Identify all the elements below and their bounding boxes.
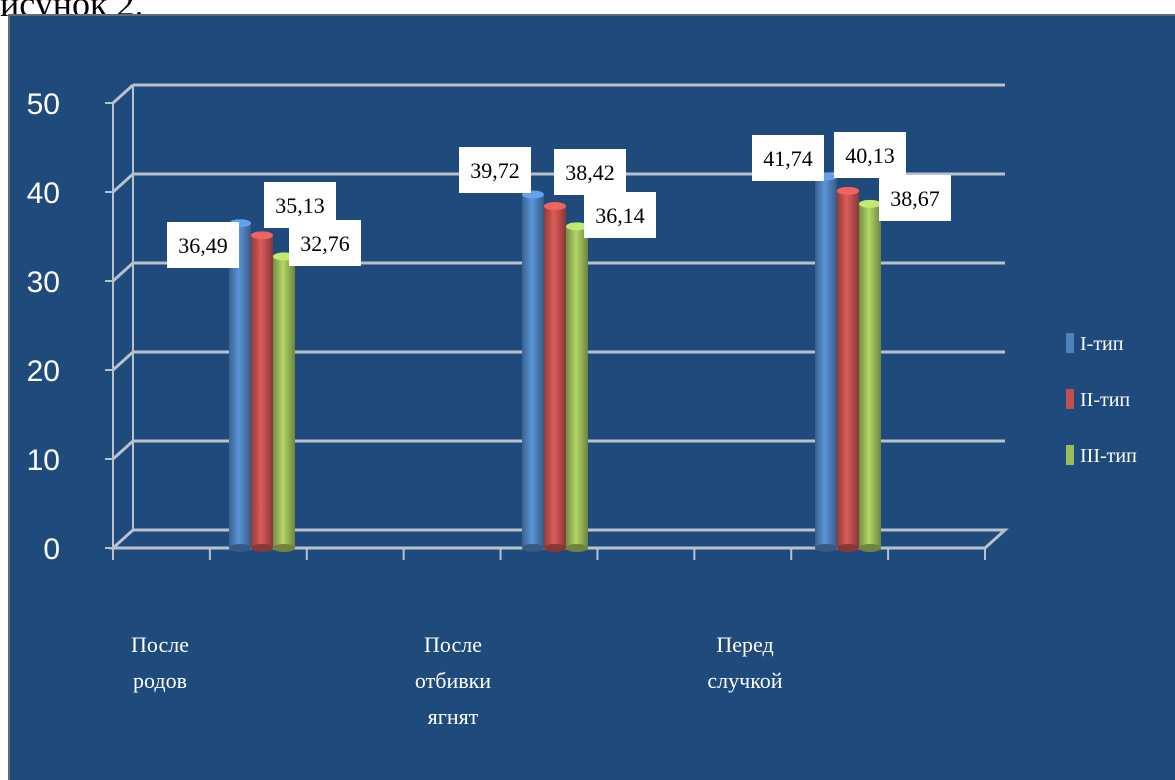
bar-base bbox=[544, 544, 566, 552]
y-tick-label: 0 bbox=[43, 533, 60, 566]
legend-label: I-тип bbox=[1080, 333, 1124, 355]
legend-swatch bbox=[1066, 333, 1074, 353]
legend-swatch bbox=[1066, 389, 1074, 409]
data-label-box bbox=[289, 220, 361, 266]
bar-base bbox=[522, 544, 544, 552]
y-tick-label: 30 bbox=[27, 266, 60, 299]
bar bbox=[273, 256, 295, 548]
bar bbox=[859, 203, 881, 548]
bars bbox=[229, 172, 881, 552]
bar-top bbox=[837, 186, 859, 195]
data-label: 35,13 bbox=[275, 193, 325, 218]
bar bbox=[229, 223, 251, 548]
x-axis bbox=[109, 528, 1009, 560]
bar-base bbox=[273, 544, 295, 552]
y-tick-label: 20 bbox=[27, 355, 60, 388]
data-label: 41,74 bbox=[763, 146, 813, 171]
category-label: отбивки bbox=[415, 668, 491, 693]
bar-base bbox=[837, 544, 859, 552]
category-label: случкой bbox=[707, 668, 782, 693]
data-label-box bbox=[167, 222, 239, 268]
bar bbox=[544, 206, 566, 548]
y-axis: 0 10 20 30 40 50 bbox=[27, 85, 134, 566]
y-tick-label: 10 bbox=[27, 444, 60, 477]
data-label-box bbox=[584, 192, 656, 238]
data-label-box bbox=[459, 147, 531, 193]
bar-base bbox=[859, 544, 881, 552]
y-tick-label: 40 bbox=[27, 177, 60, 210]
bar-base bbox=[251, 544, 273, 552]
bar-base bbox=[566, 544, 588, 552]
chart-panel bbox=[8, 14, 1175, 780]
legend-swatch bbox=[1066, 445, 1074, 465]
data-label-box bbox=[834, 132, 906, 178]
bar-top bbox=[859, 199, 881, 208]
legend: I-тип II-тип III-тип bbox=[1066, 333, 1137, 467]
bar-top bbox=[566, 222, 588, 231]
gridline-side bbox=[111, 83, 135, 105]
bar bbox=[251, 235, 273, 548]
category-label: Перед bbox=[716, 632, 773, 657]
category-label: ягнят bbox=[428, 704, 479, 729]
bar bbox=[815, 176, 837, 548]
data-label: 40,13 bbox=[845, 143, 895, 168]
bar bbox=[837, 190, 859, 548]
gridline-side bbox=[111, 172, 135, 194]
data-labels: 36,49 39,72 41,74 35,13 38,42 40,13 32,76 36,14… bbox=[167, 132, 951, 268]
data-label-box bbox=[554, 149, 626, 195]
data-label: 38,42 bbox=[565, 160, 615, 185]
y-tick-label: 50 bbox=[27, 88, 60, 121]
bar bbox=[522, 194, 544, 548]
data-label: 39,72 bbox=[470, 158, 520, 183]
data-label-box bbox=[752, 135, 824, 181]
data-label: 38,67 bbox=[890, 186, 940, 211]
legend-label: II-тип bbox=[1080, 389, 1130, 411]
bar-base bbox=[229, 544, 251, 552]
bar-top bbox=[251, 231, 273, 240]
bar-base bbox=[815, 544, 837, 552]
category-label: родов bbox=[133, 668, 187, 693]
data-label: 32,76 bbox=[300, 231, 350, 256]
data-label: 36,14 bbox=[595, 203, 645, 228]
category-label: После bbox=[131, 632, 189, 657]
category-labels: После родов После отбивки ягнят Перед случкой bbox=[131, 632, 783, 729]
gridline-side bbox=[111, 261, 135, 283]
category-label: После bbox=[424, 632, 482, 657]
data-label-box bbox=[879, 175, 951, 221]
gridline-side bbox=[111, 439, 135, 461]
bar-top bbox=[544, 202, 566, 211]
gridline-side bbox=[111, 350, 135, 372]
legend-label: III-тип bbox=[1080, 445, 1137, 467]
data-label: 36,49 bbox=[178, 233, 228, 258]
bar bbox=[566, 226, 588, 548]
